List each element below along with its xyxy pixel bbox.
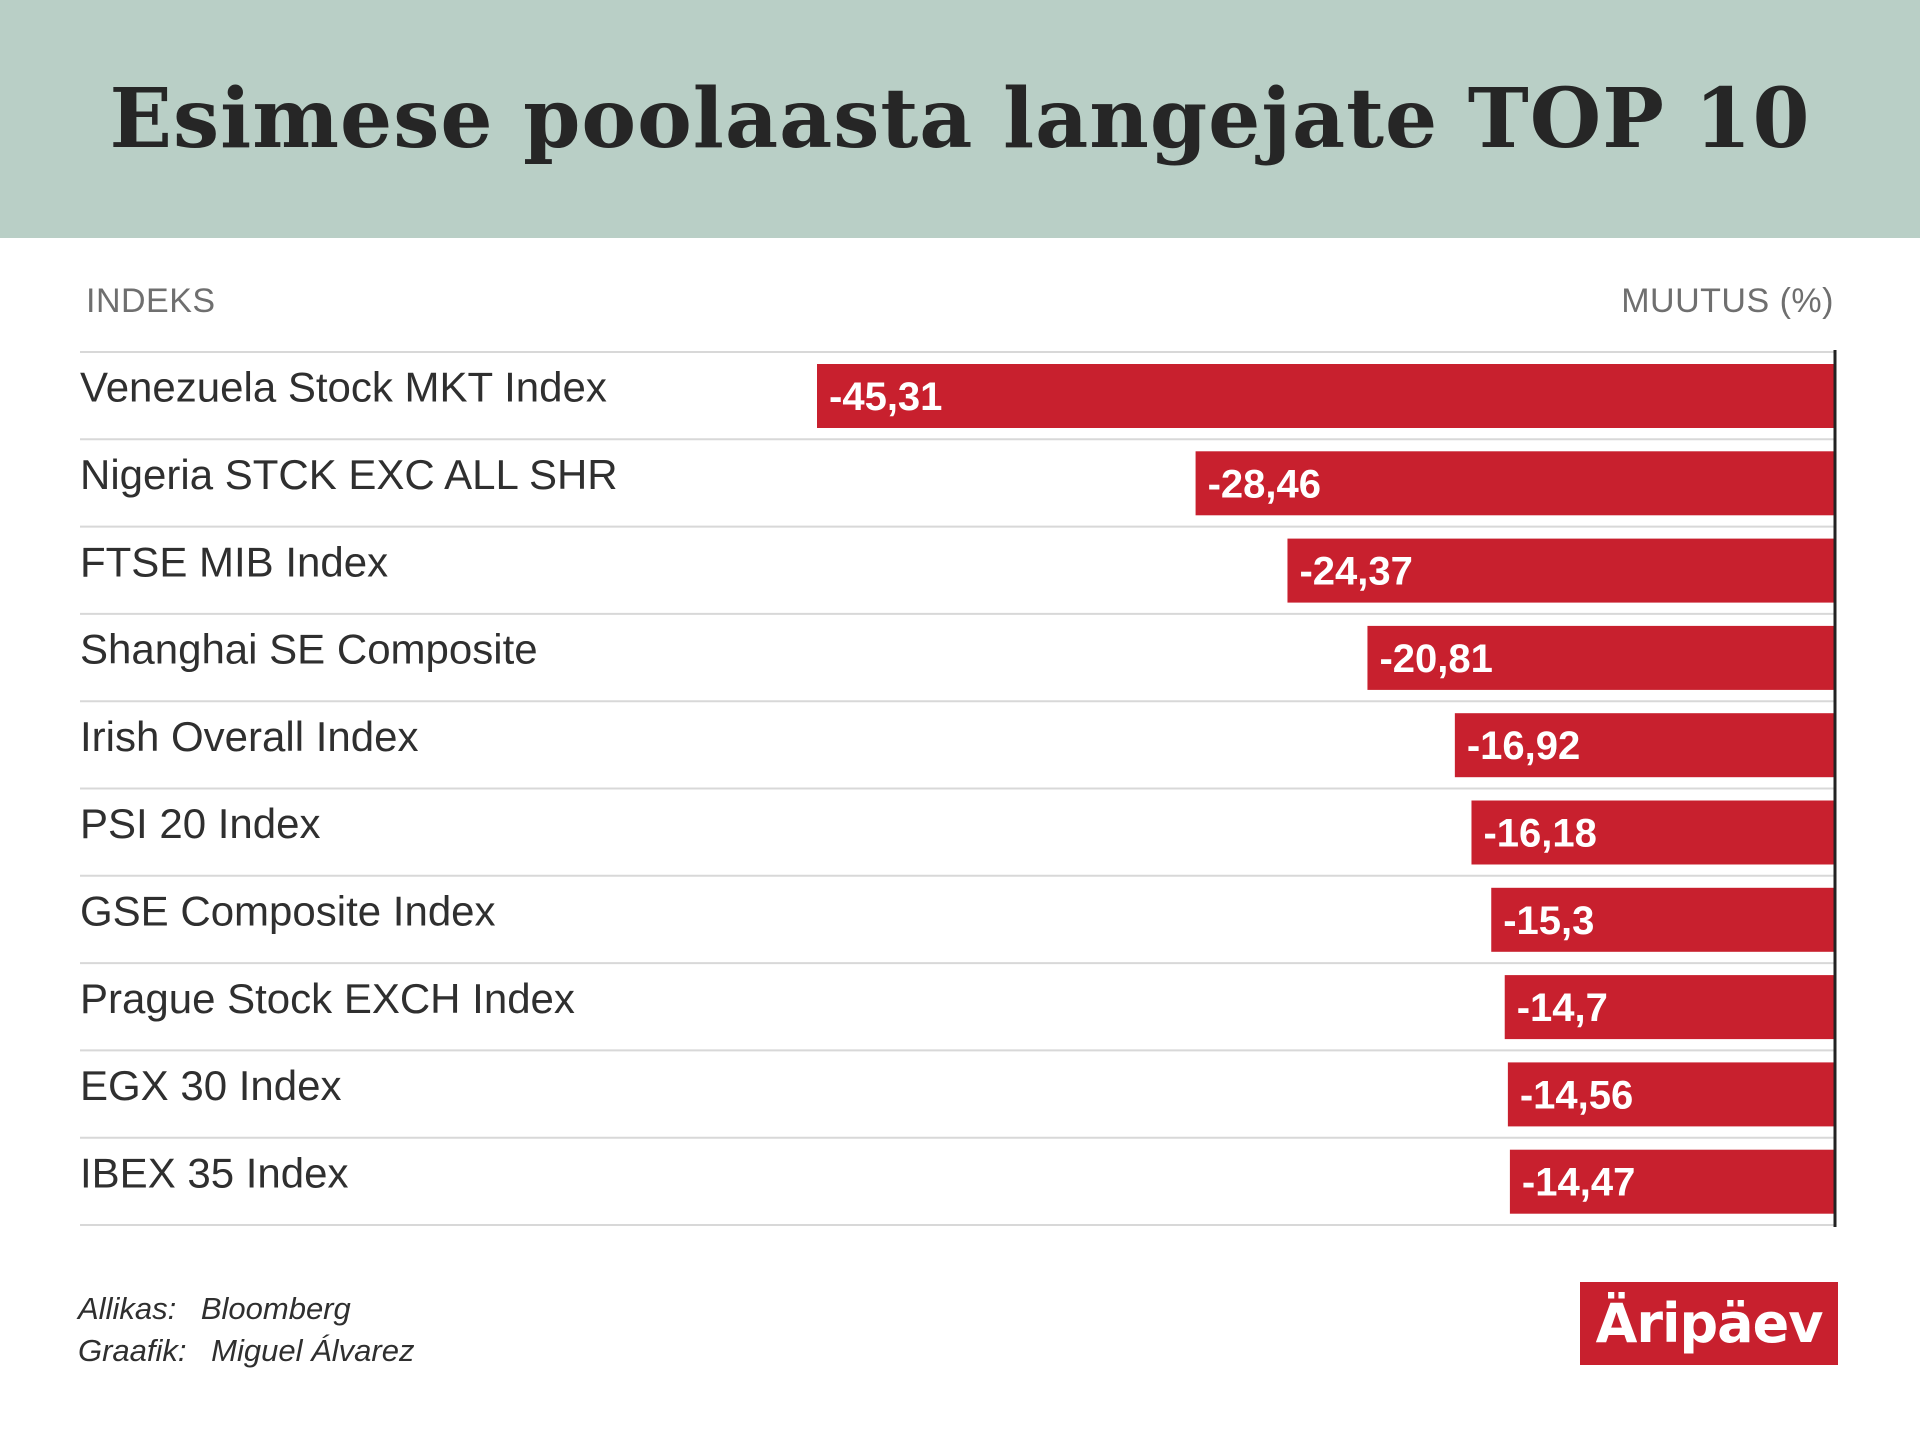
column-header-index: INDEKS xyxy=(86,282,216,320)
category-label: EGX 30 Index xyxy=(80,1062,342,1109)
category-label: Venezuela Stock MKT Index xyxy=(80,364,607,411)
column-header-change: MUUTUS (%) xyxy=(1621,282,1834,320)
bar-value-label: -45,31 xyxy=(829,375,942,419)
bar-value-label: -16,18 xyxy=(1483,812,1596,856)
graphic-line: Graafik: Miguel Álvarez xyxy=(78,1330,414,1372)
bar xyxy=(1504,975,1835,1040)
title-band xyxy=(0,0,1920,238)
bar-value-label: -14,7 xyxy=(1517,986,1608,1030)
category-label: Shanghai SE Composite xyxy=(80,626,538,673)
bar xyxy=(1507,1062,1835,1127)
bar-value-label: -15,3 xyxy=(1503,899,1594,943)
graphic-label: Graafik: xyxy=(78,1333,187,1368)
source-value: Bloomberg xyxy=(200,1291,351,1326)
bar-value-label: -20,81 xyxy=(1379,637,1492,681)
bar xyxy=(1367,625,1835,690)
category-label: Irish Overall Index xyxy=(80,713,418,760)
footer: Allikas: Bloomberg Graafik: Miguel Álvar… xyxy=(78,1288,414,1372)
category-label: IBEX 35 Index xyxy=(80,1149,349,1196)
aripaev-logo: Äripäev xyxy=(1580,1282,1838,1365)
category-label: Prague Stock EXCH Index xyxy=(80,975,575,1022)
bar-value-label: -14,56 xyxy=(1520,1073,1633,1117)
bar-value-label: -24,37 xyxy=(1299,550,1412,594)
graphic-value: Miguel Álvarez xyxy=(211,1333,415,1368)
category-label: GSE Composite Index xyxy=(80,887,496,934)
bar xyxy=(1491,887,1835,952)
bar xyxy=(1454,713,1835,778)
bar-value-label: -28,46 xyxy=(1208,462,1321,506)
bar xyxy=(1471,800,1835,865)
bar-value-label: -16,92 xyxy=(1467,724,1580,768)
bar-value-label: -14,47 xyxy=(1522,1161,1635,1205)
category-label: FTSE MIB Index xyxy=(80,538,388,585)
bar xyxy=(1509,1149,1835,1214)
bar xyxy=(1195,451,1835,516)
bar xyxy=(1287,538,1835,603)
source-label: Allikas: xyxy=(78,1291,177,1326)
source-line: Allikas: Bloomberg xyxy=(78,1288,414,1330)
category-label: PSI 20 Index xyxy=(80,800,321,847)
bar xyxy=(817,364,1835,428)
chart-title: Esimese poolaasta langejate TOP 10 xyxy=(109,71,1811,167)
category-label: Nigeria STCK EXC ALL SHR xyxy=(80,451,618,498)
